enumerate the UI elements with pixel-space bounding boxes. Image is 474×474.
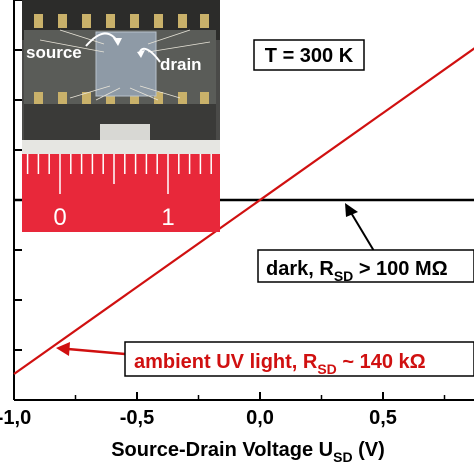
x-tick-label: 0,5 bbox=[369, 407, 397, 429]
x-tick-label: -1,0 bbox=[0, 407, 31, 429]
dark-annotation: dark, RSD > 100 MΩ bbox=[257, 203, 474, 284]
uv-label-rest: ~ 140 kΩ bbox=[337, 351, 426, 373]
inset-photo: 0 1 source drain bbox=[22, 0, 220, 232]
uv-arrow-line bbox=[67, 347, 126, 356]
ruler-label-0: 0 bbox=[53, 204, 66, 231]
uv-arrow-head bbox=[56, 342, 70, 356]
x-axis-ticks bbox=[13, 392, 446, 400]
ruler bbox=[22, 154, 220, 232]
uv-label: ambient UV light, RSD ~ 140 kΩ bbox=[134, 351, 426, 377]
x-tick-label: 0,0 bbox=[246, 407, 274, 429]
dark-label-rest: > 100 MΩ bbox=[353, 258, 447, 280]
uv-label-sub: SD bbox=[317, 361, 336, 377]
chip-pins-top bbox=[34, 14, 209, 28]
chip-die bbox=[95, 31, 157, 97]
source-label: source bbox=[26, 43, 82, 62]
chip-socket-notch bbox=[100, 124, 150, 140]
x-axis-title: Source-Drain Voltage USD (V) bbox=[111, 439, 385, 465]
temperature-annotation: T = 300 K bbox=[253, 39, 365, 71]
dark-label-box bbox=[257, 249, 474, 283]
dark-arrow-head bbox=[345, 203, 358, 217]
x-axis-title-main: Source-Drain Voltage U bbox=[111, 439, 333, 461]
drain-label: drain bbox=[160, 55, 202, 74]
series-line-uv bbox=[13, 47, 474, 375]
bond-wires bbox=[39, 29, 211, 101]
uv-label-box bbox=[124, 341, 474, 377]
uv-annotation: ambient UV light, RSD ~ 140 kΩ bbox=[56, 341, 474, 377]
drain-arrow-icon bbox=[139, 47, 161, 63]
x-tick-label: -0,5 bbox=[120, 407, 154, 429]
dark-label-main: dark, R bbox=[266, 258, 334, 280]
dark-label: dark, RSD > 100 MΩ bbox=[266, 258, 448, 284]
x-axis-title-sub: SD bbox=[333, 449, 352, 465]
dark-arrow-line bbox=[349, 210, 375, 252]
ruler-ticks bbox=[26, 154, 212, 194]
x-axis-title-unit: (V) bbox=[353, 439, 385, 461]
x-axis-tick-labels: -1,0-0,50,00,51,0 bbox=[0, 407, 397, 429]
photo-surface bbox=[22, 140, 220, 154]
source-arrow-head bbox=[113, 38, 122, 46]
chip-pins-bottom bbox=[34, 92, 209, 104]
dark-label-sub: SD bbox=[334, 268, 353, 284]
temperature-label: T = 300 K bbox=[265, 45, 354, 67]
drain-arrow-head bbox=[137, 50, 145, 58]
temperature-box bbox=[253, 39, 365, 71]
uv-label-main: ambient UV light, R bbox=[134, 351, 318, 373]
ruler-label-1: 1 bbox=[161, 204, 174, 231]
